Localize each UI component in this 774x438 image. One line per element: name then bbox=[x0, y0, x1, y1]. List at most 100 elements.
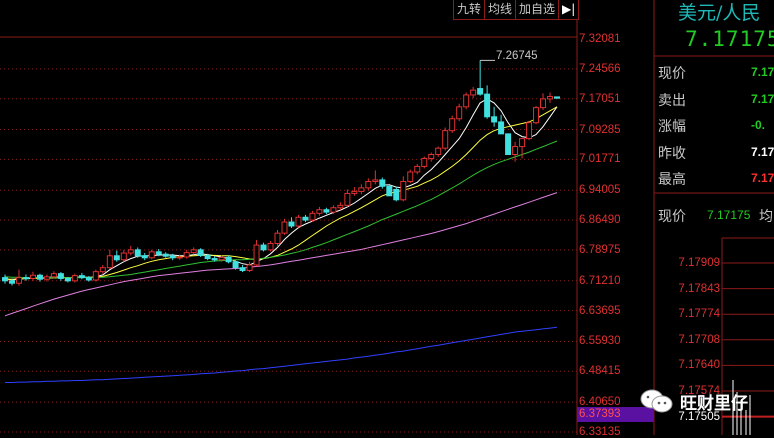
intraday-chart bbox=[722, 262, 774, 435]
candle-body bbox=[491, 116, 498, 123]
grid bbox=[0, 68, 577, 433]
candle-body bbox=[442, 130, 449, 149]
candle-body bbox=[22, 277, 29, 280]
candle bbox=[106, 249, 113, 269]
y-tick-label: 7.17051 bbox=[579, 92, 621, 105]
candle-body bbox=[540, 98, 547, 109]
candle-body bbox=[204, 254, 211, 260]
candle-body bbox=[127, 249, 134, 254]
candle bbox=[267, 241, 274, 252]
candle bbox=[358, 184, 365, 195]
y-tick-label: 6.33135 bbox=[579, 426, 621, 438]
candle-body bbox=[274, 232, 281, 244]
candle-body bbox=[498, 121, 505, 135]
candle bbox=[400, 176, 407, 202]
candle bbox=[197, 248, 204, 257]
candle bbox=[113, 250, 120, 262]
toolbar: 九转 均线 加自选 ▶| bbox=[453, 0, 580, 20]
candle-body bbox=[36, 274, 43, 280]
moving-average-button[interactable]: 均线 bbox=[485, 0, 517, 19]
candle bbox=[526, 120, 533, 141]
ma5-line bbox=[4, 98, 558, 281]
intraday-tick-label: 7.17640 bbox=[678, 359, 720, 372]
intraday-tick-label: 7.17505 bbox=[678, 410, 720, 423]
candle-body bbox=[400, 181, 407, 201]
quote-value: 7.17 bbox=[751, 144, 774, 159]
candle-body bbox=[197, 249, 204, 256]
candle bbox=[519, 137, 526, 159]
candle-body bbox=[78, 275, 85, 279]
y-tick-label: 6.86490 bbox=[579, 214, 621, 227]
candle bbox=[309, 210, 316, 223]
candle bbox=[470, 86, 477, 99]
candle-body bbox=[477, 88, 484, 95]
candle-body bbox=[232, 261, 239, 269]
candle-body bbox=[323, 209, 330, 213]
candle bbox=[85, 276, 92, 282]
candle bbox=[498, 114, 505, 135]
candle-body bbox=[50, 273, 57, 278]
candle bbox=[421, 156, 428, 169]
candle-body bbox=[407, 171, 414, 183]
intraday-tick-label: 7.17774 bbox=[678, 308, 720, 321]
candle bbox=[365, 178, 372, 191]
candle bbox=[204, 253, 211, 261]
candle bbox=[50, 271, 57, 279]
skip-to-end-icon[interactable]: ▶| bbox=[559, 0, 580, 19]
candle bbox=[295, 214, 302, 228]
candle bbox=[78, 272, 85, 280]
candle bbox=[134, 247, 141, 258]
y-tick-label: 7.09285 bbox=[579, 123, 621, 136]
candle-body bbox=[533, 107, 540, 124]
y-tick-label: 7.24566 bbox=[579, 62, 621, 75]
candle-body bbox=[99, 267, 106, 273]
candle-body bbox=[365, 181, 372, 189]
candle-body bbox=[183, 252, 190, 258]
candle bbox=[2, 274, 8, 284]
y-tick-label: 6.40650 bbox=[579, 396, 621, 409]
add-watchlist-button[interactable]: 加自选 bbox=[516, 0, 560, 19]
candle-body bbox=[106, 255, 113, 269]
candle-body bbox=[169, 255, 176, 259]
candle bbox=[232, 260, 239, 270]
candle bbox=[64, 276, 71, 283]
candle-body bbox=[351, 190, 358, 194]
candle bbox=[442, 127, 449, 151]
candles bbox=[2, 60, 560, 286]
candle bbox=[484, 85, 491, 119]
candle-body bbox=[526, 122, 533, 140]
quote-label: 涨幅 bbox=[658, 119, 686, 135]
candle-body bbox=[43, 276, 50, 280]
candle-body bbox=[239, 267, 246, 271]
candle-body bbox=[414, 165, 421, 173]
candle bbox=[414, 164, 421, 175]
candle-body bbox=[260, 244, 267, 251]
candle bbox=[8, 278, 15, 286]
candle bbox=[344, 189, 351, 207]
candle bbox=[288, 217, 295, 228]
candle-body bbox=[176, 256, 183, 259]
candle bbox=[491, 106, 498, 127]
candle bbox=[176, 254, 183, 260]
candle-body bbox=[428, 154, 435, 159]
quote-label: 卖出 bbox=[658, 92, 686, 109]
current-price: 7.17175 bbox=[685, 27, 774, 51]
candle bbox=[330, 205, 337, 215]
candle bbox=[169, 253, 176, 261]
candle bbox=[190, 247, 197, 255]
intraday-price-label: 现价 bbox=[658, 209, 686, 225]
candle-body bbox=[141, 255, 148, 259]
candle-body bbox=[71, 275, 78, 282]
jiuzhuan-button[interactable]: 九转 bbox=[454, 0, 486, 19]
quote-label: 昨收 bbox=[658, 145, 686, 162]
candle bbox=[162, 252, 169, 258]
candle-body bbox=[295, 216, 302, 227]
cursor-price-label: 6.37393 bbox=[577, 407, 654, 422]
candle-body bbox=[393, 188, 400, 201]
candle-body bbox=[316, 209, 323, 214]
candle-body bbox=[358, 187, 365, 192]
candle-body bbox=[15, 277, 22, 284]
candle bbox=[379, 177, 386, 189]
candle bbox=[92, 269, 99, 282]
